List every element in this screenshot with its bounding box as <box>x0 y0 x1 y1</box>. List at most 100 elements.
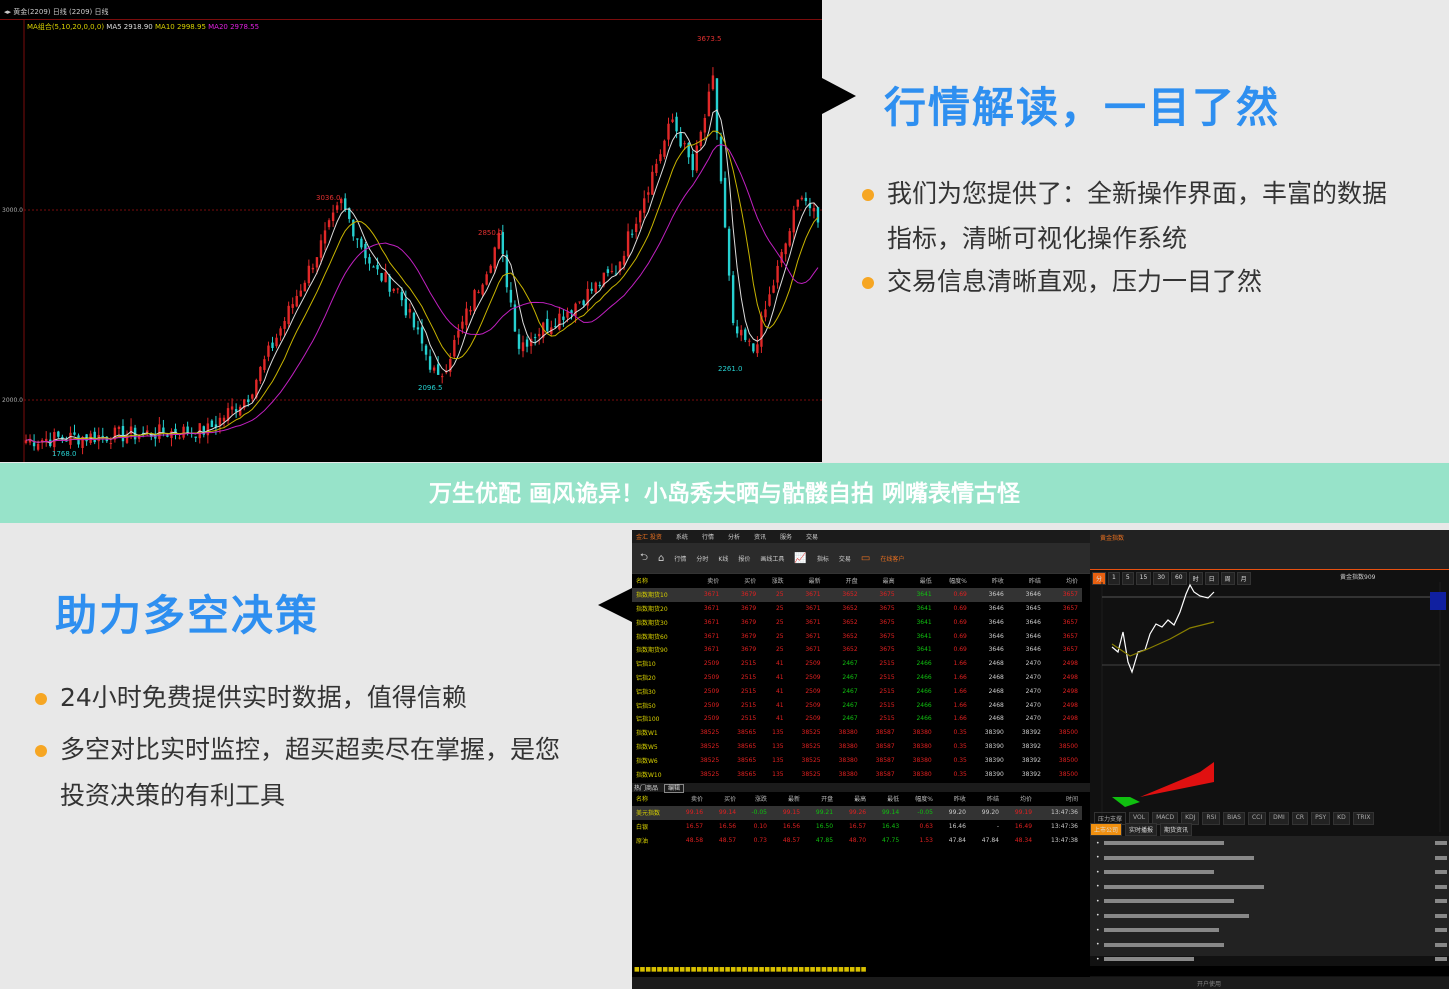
table-row[interactable]: 铝指10 2509 2515 41 2509 2467 2515 2466 1.66 2468 24… <box>632 657 1082 671</box>
home-icon[interactable]: ⌂ <box>658 552 665 564</box>
period-tab[interactable]: 周 <box>1220 572 1235 585</box>
table-cell: 2466 <box>916 687 932 695</box>
candle <box>303 282 307 292</box>
news-item[interactable]: • <box>1090 880 1449 895</box>
period-tab[interactable]: 60 <box>1170 572 1187 585</box>
toolbar-button[interactable]: 画线工具 <box>760 555 785 563</box>
toolbar-button[interactable]: 行情 <box>674 555 687 563</box>
indicator-tab[interactable]: TRIX <box>1352 812 1375 825</box>
candle <box>408 309 412 313</box>
candle <box>812 208 816 212</box>
period-tab[interactable]: 日 <box>1204 572 1219 585</box>
indicator-tab[interactable]: BIAS <box>1223 812 1245 825</box>
table-cell: 2467 <box>842 715 858 723</box>
table-row[interactable]: 铝指20 2509 2515 41 2509 2467 2515 2466 1.66 2468 24… <box>632 671 1082 685</box>
indicator-tab[interactable]: DMI <box>1269 812 1289 825</box>
toolbar-button[interactable]: 指标 <box>816 555 829 563</box>
period-tab[interactable]: 时 <box>1188 572 1203 585</box>
column-header: 时间 <box>1065 796 1078 804</box>
contract-selector[interactable]: 黄金指数909 <box>1340 574 1376 581</box>
table-row[interactable]: 原油 48.58 48.57 0.73 48.57 47.85 48.70 47.75 1.53… <box>632 833 1082 847</box>
table-cell: 2470 <box>1025 673 1041 681</box>
table-row[interactable]: 指数W10 38525 38565 135 38525 38380 38587 38380 0.… <box>632 767 1082 781</box>
table-cell: 38525 <box>700 756 720 764</box>
chart-header: ◂▸ 黄金(2209) 日线 (2209) 日线 <box>0 3 822 20</box>
table-cell: 2515 <box>879 660 895 668</box>
headline-banner[interactable]: 万生优配 画风诡异！小岛秀夫晒与骷髅自拍 咧嘴表情古怪 <box>0 463 1449 523</box>
toolbar-button[interactable]: 报价 <box>738 555 751 563</box>
edit-button[interactable]: 编辑 <box>663 783 684 793</box>
news-ticker[interactable]: ■■■■■■■■■■■■■■■■■■■■■■■■■■■■■■■■■■■■■■■■… <box>632 966 1449 976</box>
table-row[interactable]: 指数W1 38525 38565 135 38525 38380 38587 38380 0.3… <box>632 726 1082 740</box>
candle <box>251 394 254 399</box>
menu-item[interactable]: 服务 <box>779 534 792 541</box>
toolbar-button[interactable]: K线 <box>718 555 729 563</box>
period-tab[interactable]: 1 <box>1108 572 1120 585</box>
table-row[interactable]: 铝指100 2509 2515 41 2509 2467 2515 2466 1.66 2468 2… <box>632 712 1082 726</box>
table-cell: 3671 <box>805 646 821 654</box>
table-row[interactable]: 指数期货90 3671 3679 25 3671 3652 3675 3641 0.69 3646… <box>632 643 1082 657</box>
candle <box>501 232 505 254</box>
period-tab[interactable]: 15 <box>1135 572 1152 585</box>
candle <box>461 321 464 329</box>
table-row[interactable]: 铝指30 2509 2515 41 2509 2467 2515 2466 1.66 2468 24… <box>632 684 1082 698</box>
indicator-tab[interactable]: CCI <box>1247 812 1267 825</box>
kline-chart[interactable]: ◂▸ 黄金(2209) 日线 (2209) 日线 MA组合(5,10,20,0,… <box>0 0 822 462</box>
ma20-line <box>25 143 819 443</box>
toolbar-button[interactable]: 分时 <box>696 555 709 563</box>
menu-item[interactable]: 分析 <box>727 534 740 541</box>
menu-item[interactable]: 系统 <box>675 534 688 541</box>
table-row[interactable]: 铝指50 2509 2515 41 2509 2467 2515 2466 1.66 2468 24… <box>632 698 1082 712</box>
menu-item[interactable]: 行情 <box>701 534 714 541</box>
menu-item[interactable]: 交易 <box>806 534 819 541</box>
news-tab[interactable]: 期货资讯 <box>1160 823 1193 836</box>
chart-icon[interactable]: 📈 <box>794 552 807 564</box>
candle <box>776 265 779 283</box>
toolbar-button[interactable]: 在线客户 <box>880 555 905 563</box>
table-row[interactable]: 白银 16.57 16.56 0.10 16.56 16.50 16.57 16.43 0.63… <box>632 820 1082 834</box>
indicator-tab[interactable]: PSY <box>1311 812 1331 825</box>
table-row[interactable]: 美元指数 99.16 99.14 -0.05 99.15 99.21 99.26 99.14 -… <box>632 805 1082 820</box>
indicator-tab[interactable]: RSI <box>1202 812 1221 825</box>
candle <box>28 438 32 443</box>
status-text: 开户使用 <box>1197 981 1222 988</box>
candle <box>436 364 440 375</box>
table-row[interactable]: 指数W6 38525 38565 135 38525 38380 38587 38380 0.3… <box>632 753 1082 767</box>
toolbar-button[interactable]: 交易 <box>838 555 851 563</box>
table-cell: 38565 <box>737 742 757 750</box>
table-row[interactable]: 指数期货10 3671 3679 25 3671 3652 3675 3641 0.69 3646… <box>632 587 1082 602</box>
news-item[interactable]: • <box>1090 909 1449 924</box>
news-item[interactable]: • <box>1090 865 1449 880</box>
news-item[interactable]: • <box>1090 952 1449 967</box>
news-item[interactable]: • <box>1090 923 1449 938</box>
news-item[interactable]: • <box>1090 851 1449 866</box>
period-tab[interactable]: 月 <box>1236 572 1251 585</box>
news-item[interactable]: • <box>1090 836 1449 851</box>
news-tab[interactable]: 上市公司 <box>1090 823 1123 836</box>
table-cell: 铝指100 <box>636 716 660 724</box>
table-cell: 99.20 <box>948 809 966 817</box>
period-tab[interactable]: 30 <box>1153 572 1169 585</box>
news-item[interactable]: • <box>1090 894 1449 909</box>
period-tab[interactable]: 5 <box>1121 572 1134 585</box>
indicator-tab[interactable]: KD <box>1333 812 1350 825</box>
indicator-tab[interactable]: CR <box>1291 812 1309 825</box>
news-tab[interactable]: 实时播报 <box>1125 823 1158 836</box>
candle <box>723 177 727 228</box>
table-cell: 16.43 <box>881 822 900 830</box>
table-row[interactable]: 指数期货30 3671 3679 25 3671 3652 3675 3641 0.69 3646… <box>632 615 1082 629</box>
y-tick-label: 3000.0 <box>2 207 23 214</box>
back-icon[interactable]: ⮌ <box>640 551 649 563</box>
menu-item[interactable]: 资讯 <box>753 534 766 541</box>
candle <box>582 300 585 306</box>
period-tab[interactable]: 分 <box>1092 572 1107 585</box>
table-row[interactable]: 指数期货20 3671 3679 25 3671 3652 3675 3641 0.69 3646… <box>632 602 1082 616</box>
table-row[interactable]: 指数W5 38525 38565 135 38525 38380 38587 38380 0.3… <box>632 740 1082 754</box>
tv-icon[interactable]: ▭ <box>860 552 871 564</box>
table-cell: 3657 <box>1062 604 1078 612</box>
y-tick-label: 2000.0 <box>2 397 23 404</box>
table-cell: 2509 <box>703 687 720 695</box>
table-row[interactable]: 指数期货60 3671 3679 25 3671 3652 3675 3641 0.69 3646… <box>632 629 1082 643</box>
news-item[interactable]: • <box>1090 938 1449 953</box>
candle <box>687 142 690 158</box>
